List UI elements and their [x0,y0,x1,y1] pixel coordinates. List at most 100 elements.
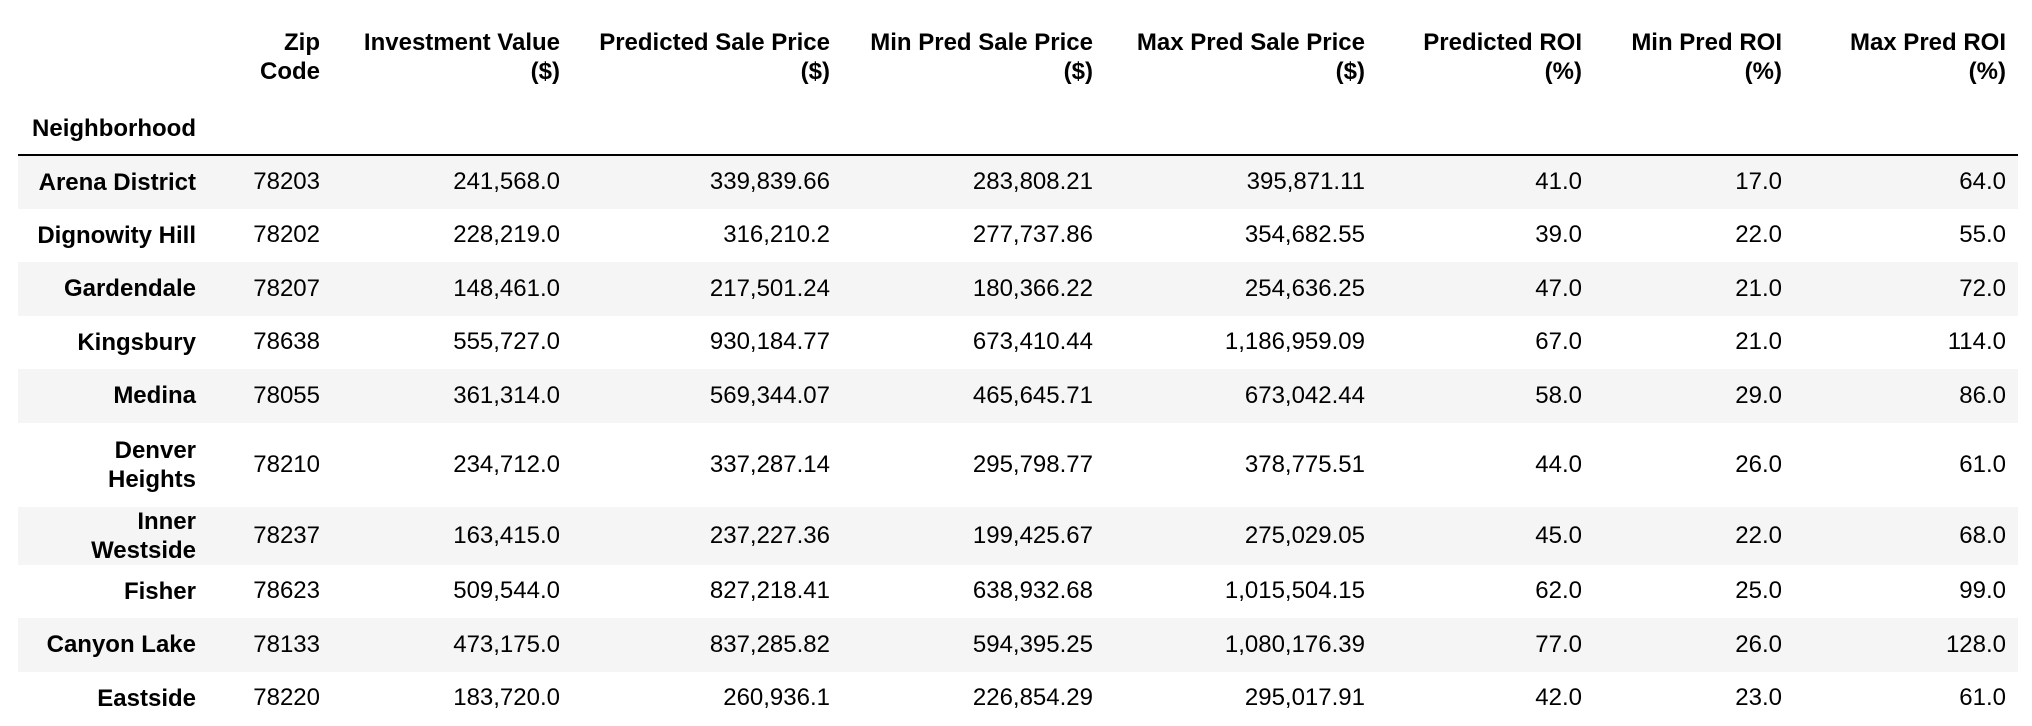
table-cell: 86.0 [1959,381,2006,409]
table-body: Arena District 78203 241,568.0 339,839.66 28… [18,155,2018,725]
column-header: Predicted Sale Price ($) [599,29,830,85]
table-cell: 594,395.25 [972,630,1093,658]
table-cell: 78638 [253,328,320,356]
table-cell: 217,501.24 [709,274,830,302]
table-cell: 72.0 [1959,274,2006,302]
table-row: Dignowity Hill 78202 228,219.0 316,210.2 277… [18,208,2018,262]
table-cell: 473,175.0 [453,630,560,658]
row-index-label: Denver Heights [107,436,196,493]
table-cell: 29.0 [1735,381,1782,409]
table-cell: 673,042.44 [1244,381,1365,409]
column-header: Min Pred ROI (%) [1631,29,1782,85]
table-cell: 114.0 [1947,328,2006,356]
row-index-label: Arena District [38,168,196,196]
table-cell: 226,854.29 [972,684,1093,712]
table-cell: 23.0 [1735,684,1782,712]
table-cell: 67.0 [1535,328,1582,356]
table-cell: 354,682.55 [1244,221,1365,249]
index-name-row: Neighborhood [18,102,2018,156]
table-cell: 395,871.11 [1246,168,1365,196]
table-row: Eastside 78220 183,720.0 260,936.1 226,854.2… [18,671,2018,725]
column-header: Max Pred Sale Price ($) [1136,29,1365,85]
dataframe-output: Zip Code Investment Value ($) Predicted … [18,0,2018,725]
table-cell: 1,080,176.39 [1224,630,1365,658]
table-cell: 47.0 [1535,274,1582,302]
investment-table: Zip Code Investment Value ($) Predicted … [18,0,2018,725]
row-index-label: Fisher [123,577,196,605]
table-cell: 39.0 [1535,221,1582,249]
table-cell: 199,425.67 [972,521,1093,549]
table-cell: 180,366.22 [972,274,1093,302]
table-row: Canyon Lake 78133 473,175.0 837,285.82 594,3… [18,618,2018,672]
table-cell: 25.0 [1735,577,1782,605]
table-cell: 260,936.1 [723,684,830,712]
table-cell: 316,210.2 [723,221,830,249]
table-cell: 78055 [253,381,320,409]
table-cell: 163,415.0 [453,521,560,549]
table-cell: 275,029.05 [1244,521,1365,549]
table-row: Fisher 78623 509,544.0 827,218.41 638,932.68… [18,564,2018,618]
table-cell: 78203 [253,168,320,196]
table-cell: 837,285.82 [709,630,830,658]
table-cell: 930,184.77 [709,328,830,356]
table-cell: 62.0 [1535,577,1582,605]
table-cell: 78220 [253,684,320,712]
table-row: Arena District 78203 241,568.0 339,839.66 28… [18,155,2018,209]
table-cell: 78237 [253,521,320,549]
table-cell: 1,186,959.09 [1224,328,1365,356]
table-cell: 21.0 [1735,328,1782,356]
table-cell: 78207 [253,274,320,302]
table-cell: 234,712.0 [453,450,560,478]
table-cell: 78133 [253,630,320,658]
table-cell: 277,737.86 [972,221,1093,249]
table-cell: 569,344.07 [709,381,830,409]
table-cell: 17.0 [1735,168,1782,196]
row-index-label: Gardendale [63,275,196,303]
column-header-row: Zip Code Investment Value ($) Predicted … [18,0,2018,102]
table-cell: 78623 [253,577,320,605]
table-cell: 465,645.71 [972,381,1093,409]
table-cell: 339,839.66 [709,168,830,196]
row-index-label: Canyon Lake [46,631,196,659]
table-row: Gardendale 78207 148,461.0 217,501.24 180,36… [18,262,2018,316]
table-row: Denver Heights 78210 234,712.0 337,287.14 29… [18,422,2018,507]
row-index-label: Inner Westside [91,507,196,564]
table-cell: 42.0 [1535,684,1582,712]
table-cell: 22.0 [1735,521,1782,549]
table-cell: 64.0 [1959,168,2006,196]
table-cell: 254,636.25 [1244,274,1365,302]
table-cell: 337,287.14 [709,450,830,478]
table-cell: 378,775.51 [1244,450,1365,478]
column-header: Investment Value ($) [363,29,560,85]
table-cell: 128.0 [1945,630,2006,658]
table-cell: 26.0 [1735,630,1782,658]
table-cell: 22.0 [1735,221,1782,249]
table-cell: 61.0 [1959,450,2006,478]
table-cell: 78202 [253,221,320,249]
table-cell: 509,544.0 [453,577,560,605]
table-cell: 77.0 [1535,630,1582,658]
table-cell: 61.0 [1959,684,2006,712]
table-header: Zip Code Investment Value ($) Predicted … [18,0,2018,156]
table-cell: 295,798.77 [972,450,1093,478]
table-row: Medina 78055 361,314.0 569,344.07 465,645.71… [18,369,2018,423]
row-index-label: Medina [113,382,196,410]
row-index-label: Kingsbury [77,328,196,356]
table-cell: 228,219.0 [453,221,560,249]
column-header: Predicted ROI (%) [1423,29,1582,85]
row-index-label: Dignowity Hill [37,221,196,249]
table-cell: 673,410.44 [972,328,1093,356]
index-corner-cell [18,0,208,102]
table-cell: 78210 [253,450,320,478]
table-row: Inner Westside 78237 163,415.0 237,227.36 19… [18,506,2018,565]
table-cell: 44.0 [1535,450,1582,478]
table-cell: 638,932.68 [972,577,1093,605]
table-cell: 148,461.0 [453,274,560,302]
table-cell: 555,727.0 [453,328,560,356]
table-row: Kingsbury 78638 555,727.0 930,184.77 673,410… [18,315,2018,369]
table-cell: 21.0 [1735,274,1782,302]
table-cell: 99.0 [1959,577,2006,605]
column-header: Min Pred Sale Price ($) [870,29,1093,85]
row-index-label: Eastside [97,684,196,712]
table-cell: 295,017.91 [1244,684,1365,712]
